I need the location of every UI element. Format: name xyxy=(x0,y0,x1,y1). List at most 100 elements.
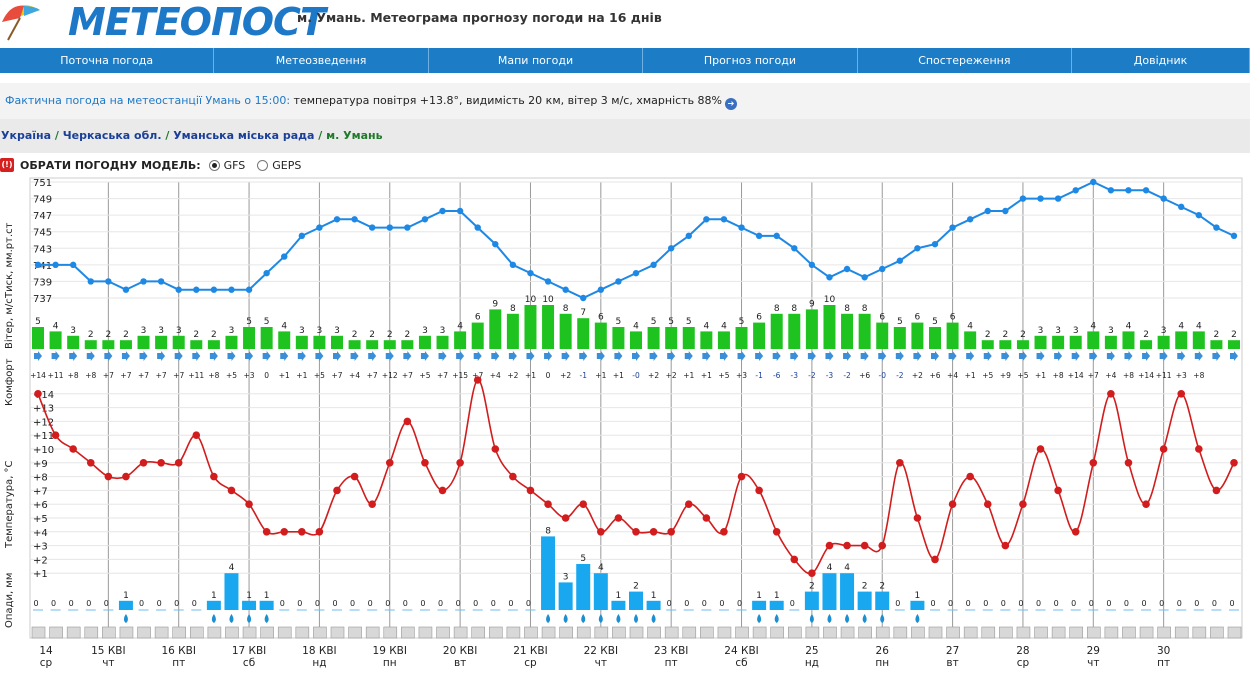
comfort-value: +7 xyxy=(472,371,483,380)
pressure-point xyxy=(879,265,886,273)
cloud-icon xyxy=(383,626,398,639)
precip-value-label: 0 xyxy=(1124,599,1129,608)
wind-arrow-icon xyxy=(1071,351,1080,361)
breadcrumb-country[interactable]: Україна xyxy=(1,129,52,142)
wind-bar xyxy=(1034,335,1047,349)
wind-value-label: 4 xyxy=(281,321,287,331)
weekday-label: чт xyxy=(102,657,114,669)
cloud-icon xyxy=(893,626,908,639)
cloud-icon xyxy=(1016,626,1031,639)
wind-value-label: 3 xyxy=(1073,326,1079,336)
radio-gfs[interactable] xyxy=(208,159,220,171)
cloud-icon xyxy=(1122,626,1136,639)
temperature-point xyxy=(1036,445,1045,453)
wind-bar xyxy=(1069,335,1082,349)
precip-value-label: 8 xyxy=(545,526,551,536)
wind-value-label: 3 xyxy=(229,326,235,336)
pressure-tick-label: 751 xyxy=(33,178,52,189)
wind-bar xyxy=(243,327,256,349)
wind-bar xyxy=(893,327,906,349)
precip-value-label: 1 xyxy=(651,591,657,601)
arrow-right-icon[interactable]: ➔ xyxy=(725,98,738,110)
actual-weather-label[interactable]: Фактична погода на метеостанції Умань о … xyxy=(5,94,291,107)
precip-value-label: 4 xyxy=(229,563,235,573)
cloud-icon xyxy=(295,626,310,639)
temperature-point xyxy=(104,472,113,481)
radio-geps[interactable] xyxy=(257,159,269,171)
wind-bar xyxy=(401,340,414,349)
cloud-icon xyxy=(506,626,521,639)
nav-summaries[interactable]: Метеозведення xyxy=(214,48,429,73)
wind-value-label: 4 xyxy=(967,321,973,331)
cloud-icon xyxy=(875,626,890,639)
pressure-point xyxy=(34,261,42,269)
precip-value-label: 3 xyxy=(563,572,569,582)
comfort-value: +8 xyxy=(1123,371,1134,380)
pressure-tick-label: 747 xyxy=(33,211,52,222)
nav-maps[interactable]: Мапи погоди xyxy=(429,48,644,73)
pressure-point xyxy=(52,261,59,269)
comfort-value: +5 xyxy=(982,371,993,380)
temperature-point xyxy=(526,486,535,495)
pressure-point xyxy=(580,294,587,302)
wind-value-label: 2 xyxy=(1143,330,1149,340)
wind-value-label: 5 xyxy=(35,317,41,327)
cloud-icon xyxy=(453,626,468,639)
wind-value-label: 6 xyxy=(879,313,885,323)
wind-value-label: 5 xyxy=(246,317,252,327)
precip-bar xyxy=(857,591,872,610)
precip-value-label: 0 xyxy=(667,599,672,608)
nav-forecast[interactable]: Прогноз погоди xyxy=(643,48,858,73)
comfort-value: +5 xyxy=(1017,371,1028,380)
wind-bar xyxy=(366,340,379,349)
temperature-point xyxy=(350,472,359,481)
wind-arrow-icon xyxy=(755,351,764,361)
wind-arrow-icon xyxy=(1212,351,1221,361)
wind-value-label: 5 xyxy=(651,317,657,327)
comfort-value: +2 xyxy=(912,371,923,380)
weekday-label: нд xyxy=(312,657,326,669)
precip-bar xyxy=(576,564,591,610)
precip-value-label: 0 xyxy=(473,599,478,608)
temperature-point xyxy=(280,528,289,536)
pressure-point xyxy=(544,278,552,285)
warning-icon[interactable]: (!) xyxy=(0,158,14,172)
precip-value-label: 0 xyxy=(1001,599,1006,608)
comfort-value: 0 xyxy=(546,371,551,380)
temperature-point xyxy=(139,459,148,467)
comfort-value: +7 xyxy=(437,371,448,380)
comfort-value: +11 xyxy=(1156,371,1172,380)
radio-geps-label: GEPS xyxy=(272,158,302,172)
date-label: 20 КВІ xyxy=(443,645,477,657)
cloud-icon xyxy=(647,626,661,639)
wind-bar xyxy=(260,327,273,349)
comfort-value: +1 xyxy=(279,371,290,380)
pressure-point xyxy=(931,240,939,248)
comfort-value: +8 xyxy=(85,371,96,380)
wind-value-label: 3 xyxy=(317,326,323,336)
precip-value-label: 0 xyxy=(104,599,109,608)
site-logo[interactable]: МЕТЕОПОСТ xyxy=(68,0,326,44)
wind-bar xyxy=(32,327,44,349)
wind-bar xyxy=(383,340,396,349)
main-nav: Поточна погода Метеозведення Мапи погоди… xyxy=(0,48,1250,73)
wind-bar xyxy=(471,322,484,349)
temperature-point xyxy=(333,486,341,495)
wind-value-label: 5 xyxy=(264,317,270,327)
nav-current-weather[interactable]: Поточна погода xyxy=(0,48,215,73)
temperature-point xyxy=(1107,390,1115,398)
nav-reference[interactable]: Довідник xyxy=(1072,48,1250,73)
breadcrumb-region[interactable]: Черкаська обл. xyxy=(62,129,162,142)
wind-value-label: 3 xyxy=(1161,326,1167,336)
date-label: 30 xyxy=(1157,645,1170,657)
wind-arrow-icon xyxy=(579,351,588,361)
precip-value-label: 0 xyxy=(385,599,390,608)
breadcrumb-council[interactable]: Уманська міська рада xyxy=(173,129,315,142)
cloud-icon xyxy=(629,626,644,639)
cloud-icon xyxy=(700,626,714,639)
pressure-point xyxy=(755,232,763,240)
precip-value-label: 4 xyxy=(598,563,604,573)
temperature-point xyxy=(210,472,218,481)
nav-observations[interactable]: Спостереження xyxy=(858,48,1073,73)
cloud-icon xyxy=(911,626,925,639)
